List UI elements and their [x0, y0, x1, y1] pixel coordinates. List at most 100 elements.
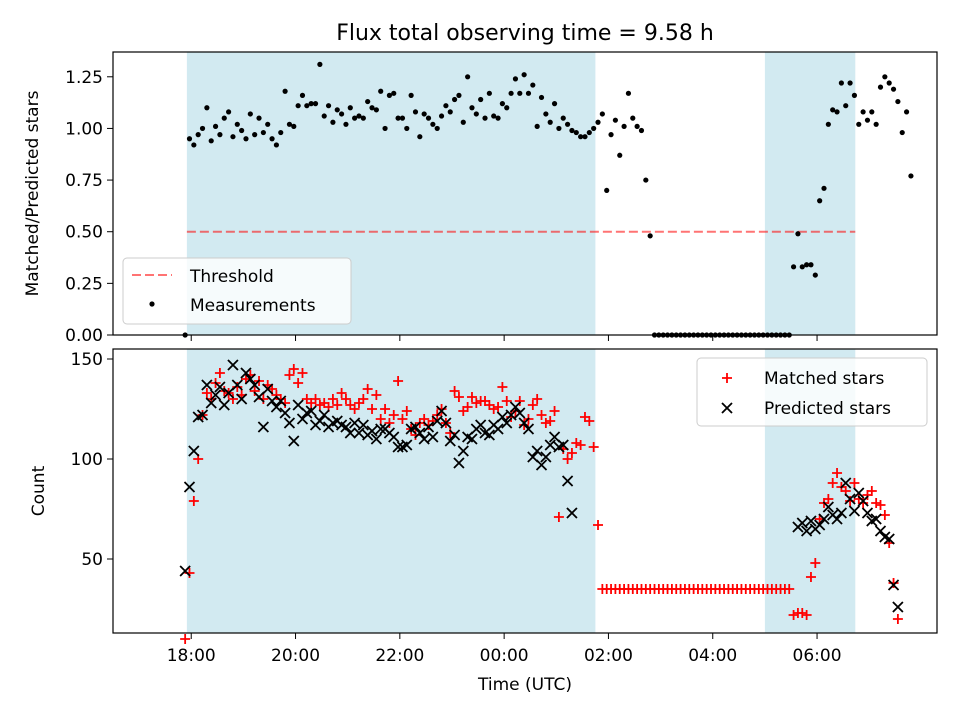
matched-star-marker [514, 396, 525, 406]
matched-star-marker [849, 478, 860, 488]
measurement-point [817, 198, 823, 204]
predicted-star-marker [344, 427, 356, 439]
predicted-star-marker [366, 425, 378, 437]
measurement-point [621, 123, 627, 129]
matched-star-marker [397, 414, 408, 424]
matched-star-marker [506, 412, 517, 422]
matched-star-marker [493, 402, 504, 412]
predicted-star-marker [822, 501, 834, 513]
matched-star-marker [371, 390, 382, 400]
measurement-point [434, 125, 440, 132]
matched-star-marker [358, 394, 369, 404]
predicted-star-marker [501, 417, 513, 429]
x-tick-label: 06:00 [793, 646, 842, 666]
measurement-point [643, 177, 649, 183]
measurement-point [808, 262, 814, 268]
matched-star-marker [436, 404, 447, 414]
y-tick-label: 1.00 [65, 119, 103, 139]
x-tick-label: 02:00 [584, 646, 633, 666]
predicted-star-marker [201, 379, 213, 391]
matched-star-marker [875, 500, 886, 510]
matched-star-marker [227, 394, 238, 404]
measurement-point [864, 117, 871, 123]
predicted-star-marker [249, 379, 261, 391]
matched-star-marker [593, 520, 604, 530]
measurement-point [273, 142, 280, 148]
predicted-star-marker [244, 373, 256, 385]
matched-star-marker [380, 404, 391, 414]
predicted-star-marker [483, 429, 495, 441]
measurement-point [352, 115, 358, 121]
matched-star-marker [462, 402, 473, 412]
measurement-point [586, 129, 592, 136]
predicted-star-marker [514, 407, 526, 419]
bottom-axes-frame [112, 348, 938, 634]
predicted-star-marker [262, 383, 274, 395]
measurement-point [812, 272, 818, 278]
measurement-point [217, 132, 223, 138]
predicted-star-marker [388, 431, 400, 443]
predicted-star-marker [883, 533, 895, 545]
matched-star-marker [536, 410, 547, 420]
measurement-point [890, 86, 897, 92]
top-y-axis-label: Matched/Predicted stars [23, 90, 43, 296]
shaded-interval-2 [764, 52, 856, 335]
matched-star-marker [532, 394, 543, 404]
measurement-point [438, 113, 445, 119]
matched-star-marker [571, 438, 582, 448]
matched-star-marker [336, 388, 347, 398]
matched-star-marker [562, 454, 573, 464]
matched-star-marker [805, 572, 816, 582]
matched-star-marker [810, 558, 821, 568]
predicted-star-marker [492, 423, 504, 435]
matched-star-marker [375, 414, 386, 424]
predicted-star-marker [227, 359, 239, 371]
matched-star-marker [362, 384, 373, 394]
predicted-star-marker [453, 457, 465, 469]
measurement-point [286, 121, 293, 127]
measurement-point [543, 111, 549, 117]
matched-star-marker [823, 494, 834, 504]
y-tick-label: 50 [81, 550, 103, 570]
measurement-point [360, 115, 366, 121]
matched-star-marker [180, 634, 191, 644]
x-tick-label: 22:00 [375, 646, 424, 666]
matched-star-marker [784, 584, 795, 594]
measurement-point [430, 121, 436, 127]
measurement-point [795, 231, 801, 237]
measurement-point [278, 129, 284, 136]
measurement-point [630, 115, 636, 121]
predicted-star-marker [375, 423, 387, 435]
predicted-star-marker [275, 395, 287, 407]
y-tick-label: 0.25 [65, 274, 103, 294]
matched-star-marker [188, 496, 199, 506]
measurement-point [869, 109, 875, 115]
measurement-point [417, 134, 423, 140]
predicted-star-marker [266, 395, 278, 407]
measurement-point [312, 101, 319, 107]
measurement-point [799, 264, 805, 270]
measurement-point [860, 109, 866, 115]
matched-star-marker [832, 468, 843, 478]
matched-star-marker [340, 394, 351, 404]
matched-star-marker [858, 498, 869, 508]
measurement-point [877, 84, 884, 90]
predicted-star-marker [805, 515, 817, 527]
measurement-point [517, 90, 523, 96]
predicted-star-marker [509, 401, 522, 413]
measurement-point [269, 136, 275, 142]
measurement-point [569, 127, 575, 134]
matched-star-marker [866, 486, 877, 496]
matched-star-marker [288, 364, 299, 374]
predicted-star-marker [357, 419, 369, 431]
y-tick-label: 1.25 [65, 68, 103, 88]
matched-star-marker [549, 406, 560, 416]
measurement-point [443, 103, 449, 109]
measurement-point [421, 111, 427, 117]
predicted-star-marker [861, 507, 874, 519]
legend-predicted-swatch [721, 402, 733, 414]
measurement-point [378, 88, 384, 94]
measurement-point [282, 88, 288, 94]
measurement-point [338, 111, 345, 117]
measurement-point [321, 113, 327, 119]
